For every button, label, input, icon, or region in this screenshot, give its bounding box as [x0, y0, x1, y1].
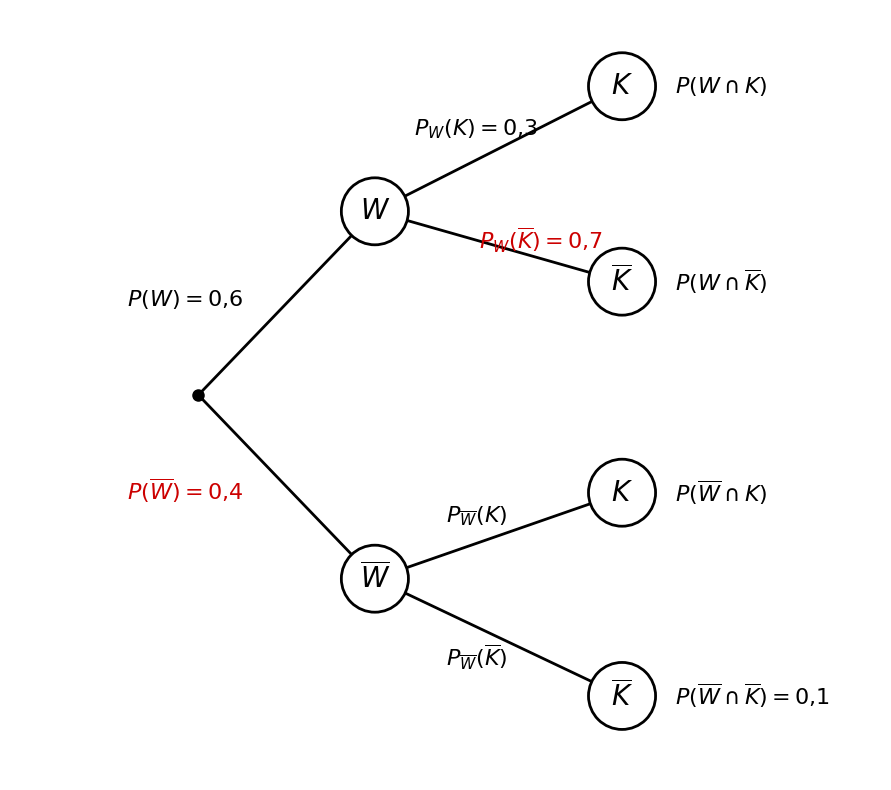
Ellipse shape — [588, 663, 656, 729]
Text: $\overline{W}$: $\overline{W}$ — [360, 563, 390, 595]
Ellipse shape — [588, 459, 656, 526]
Text: $P(\overline{W}) = 0{,}4$: $P(\overline{W}) = 0{,}4$ — [127, 476, 243, 505]
Ellipse shape — [588, 248, 656, 315]
Text: $P(\overline{W} \cap \overline{K}) = 0{,}1$: $P(\overline{W} \cap \overline{K}) = 0{,… — [675, 682, 830, 710]
Text: $\overline{K}$: $\overline{K}$ — [611, 680, 634, 712]
Text: $P(W) = 0{,}6$: $P(W) = 0{,}6$ — [127, 288, 243, 310]
Text: $P_W(K) = 0{,}3$: $P_W(K) = 0{,}3$ — [414, 118, 538, 141]
Ellipse shape — [588, 53, 656, 120]
Text: $P_W(\overline{K}) = 0{,}7$: $P_W(\overline{K}) = 0{,}7$ — [478, 226, 603, 255]
Ellipse shape — [341, 178, 408, 245]
Text: $P_{\overline{W}}(K)$: $P_{\overline{W}}(K)$ — [446, 504, 507, 528]
Text: $P(W \cap K)$: $P(W \cap K)$ — [675, 75, 767, 98]
Text: $P(\overline{W} \cap K)$: $P(\overline{W} \cap K)$ — [675, 479, 767, 507]
Text: $P_{\overline{W}}(\overline{K})$: $P_{\overline{W}}(\overline{K})$ — [446, 642, 507, 672]
Text: $K$: $K$ — [611, 72, 634, 100]
Text: $P(W \cap \overline{K})$: $P(W \cap \overline{K})$ — [675, 267, 767, 296]
Text: $\overline{K}$: $\overline{K}$ — [611, 266, 634, 298]
Text: $W$: $W$ — [360, 198, 390, 225]
Text: $K$: $K$ — [611, 479, 634, 506]
Ellipse shape — [341, 545, 408, 612]
